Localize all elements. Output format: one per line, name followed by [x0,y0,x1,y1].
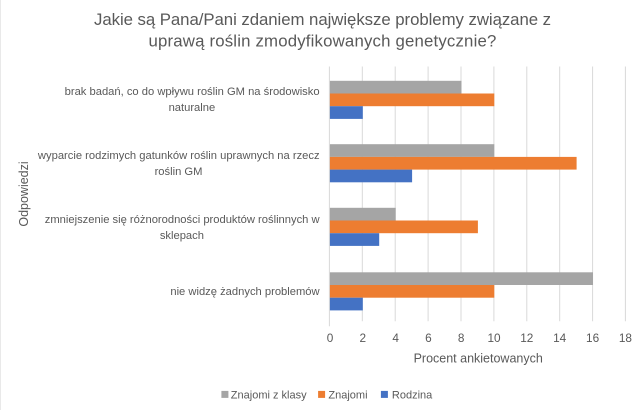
svg-text:brak badań, co do wpływu rośli: brak badań, co do wpływu roślin GM na śr… [65,86,320,98]
svg-text:uprawą roślin zmodyfikowanych: uprawą roślin zmodyfikowanych genetyczni… [148,31,496,50]
svg-text:12: 12 [520,331,533,345]
svg-text:Rodzina: Rodzina [392,389,433,401]
svg-text:Jakie są Pana/Pani zdaniem naj: Jakie są Pana/Pani zdaniem największe pr… [94,10,551,29]
svg-text:0: 0 [327,331,334,345]
svg-text:sklepach: sklepach [160,230,204,242]
svg-text:zmniejszenie się różnorodności: zmniejszenie się różnorodności produktów… [45,214,321,226]
svg-text:Znajomi z klasy: Znajomi z klasy [231,389,307,401]
svg-text:8: 8 [458,331,465,345]
svg-text:Procent ankietowanych: Procent ankietowanych [414,351,543,365]
svg-text:6: 6 [425,331,432,345]
svg-text:16: 16 [586,331,600,345]
svg-text:14: 14 [553,331,567,345]
svg-text:4: 4 [392,331,399,345]
svg-text:18: 18 [619,331,633,345]
svg-text:10: 10 [487,331,501,345]
svg-text:Odpowiedzi: Odpowiedzi [17,161,31,226]
svg-text:roślin GM: roślin GM [155,166,203,178]
svg-text:2: 2 [360,331,367,345]
svg-text:nie widzę żadnych problemów: nie widzę żadnych problemów [170,286,320,298]
svg-text:wyparcie rodzimych gatunków ro: wyparcie rodzimych gatunków roślin upraw… [37,150,320,162]
svg-text:Znajomi: Znajomi [328,389,367,401]
svg-text:naturalne: naturalne [169,102,216,114]
